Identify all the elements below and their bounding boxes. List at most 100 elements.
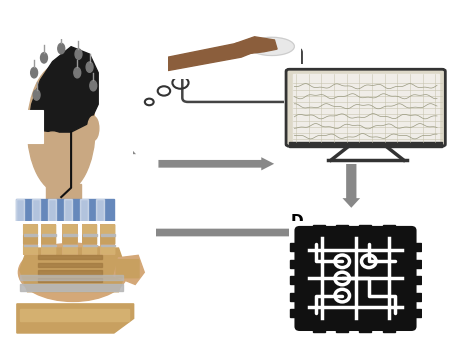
Bar [23,224,38,255]
Bar [291,276,300,284]
Circle shape [58,43,64,54]
Bar [292,74,439,142]
Circle shape [249,37,294,55]
Circle shape [41,52,47,63]
FancyBboxPatch shape [100,235,116,245]
Bar [411,293,420,301]
Bar [38,270,102,275]
Bar [16,199,114,225]
Bar [411,309,420,317]
Bar [24,245,37,246]
Bar [38,263,102,267]
Text: C.: C. [283,93,300,108]
Polygon shape [168,41,261,71]
Bar [336,225,348,233]
Bar [359,324,372,332]
Bar [383,324,395,332]
Bar [46,184,81,225]
Bar [411,260,420,268]
Bar [411,276,420,284]
Bar [18,110,43,143]
Bar [83,245,97,246]
Bar [32,199,40,225]
Bar [82,224,97,255]
Bar [20,309,129,321]
Polygon shape [28,47,98,132]
Circle shape [90,80,97,91]
FancyBboxPatch shape [23,225,38,234]
Bar [20,275,123,280]
Ellipse shape [27,64,95,193]
Bar [383,225,395,233]
Bar [291,293,300,301]
Text: E.: E. [74,233,90,248]
Polygon shape [20,248,126,292]
Ellipse shape [18,243,128,301]
Bar [64,199,72,225]
Ellipse shape [88,116,99,140]
Bar [100,224,116,255]
Bar [291,309,300,317]
FancyArrow shape [118,145,136,208]
Bar [20,284,123,291]
FancyBboxPatch shape [63,245,78,255]
FancyBboxPatch shape [23,235,38,245]
Polygon shape [17,304,134,333]
Bar [291,260,300,268]
Text: B.: B. [169,49,187,64]
FancyBboxPatch shape [116,259,140,278]
FancyBboxPatch shape [294,226,417,331]
Bar [101,235,115,236]
Circle shape [75,49,82,59]
Bar [41,224,56,255]
Bar [63,224,78,255]
FancyBboxPatch shape [100,245,116,255]
FancyBboxPatch shape [82,235,97,245]
FancyBboxPatch shape [82,225,97,234]
FancyBboxPatch shape [41,245,56,255]
Bar [38,278,102,282]
FancyBboxPatch shape [63,235,78,245]
FancyArrow shape [158,157,274,170]
Bar [63,245,77,246]
Bar [313,324,325,332]
Bar [96,199,104,225]
Circle shape [33,90,40,100]
Circle shape [86,62,93,72]
Bar [63,235,77,236]
Bar [48,199,55,225]
Bar [101,245,115,246]
Bar [291,243,300,251]
FancyBboxPatch shape [100,225,116,234]
FancyBboxPatch shape [23,245,38,255]
FancyBboxPatch shape [41,225,56,234]
Bar [313,225,325,233]
Bar [24,235,37,236]
Circle shape [31,67,37,78]
Text: D.: D. [291,214,309,229]
Polygon shape [235,37,277,54]
FancyBboxPatch shape [41,235,56,245]
Bar [336,324,348,332]
Ellipse shape [34,132,71,184]
Circle shape [74,67,81,78]
Bar [83,235,97,236]
Bar [300,231,411,326]
Bar [16,199,24,225]
FancyBboxPatch shape [182,48,301,102]
Bar [359,225,372,233]
Bar [80,199,88,225]
FancyArrow shape [140,226,292,239]
FancyBboxPatch shape [286,69,445,146]
FancyArrow shape [343,153,360,208]
Polygon shape [114,255,144,285]
Bar [289,142,442,147]
Bar [38,255,102,260]
Bar [42,245,55,246]
Text: A.: A. [74,110,91,125]
FancyBboxPatch shape [63,225,78,234]
FancyBboxPatch shape [82,245,97,255]
Bar [42,235,55,236]
Text: motor imagery: motor imagery [199,53,285,63]
Bar [411,243,420,251]
